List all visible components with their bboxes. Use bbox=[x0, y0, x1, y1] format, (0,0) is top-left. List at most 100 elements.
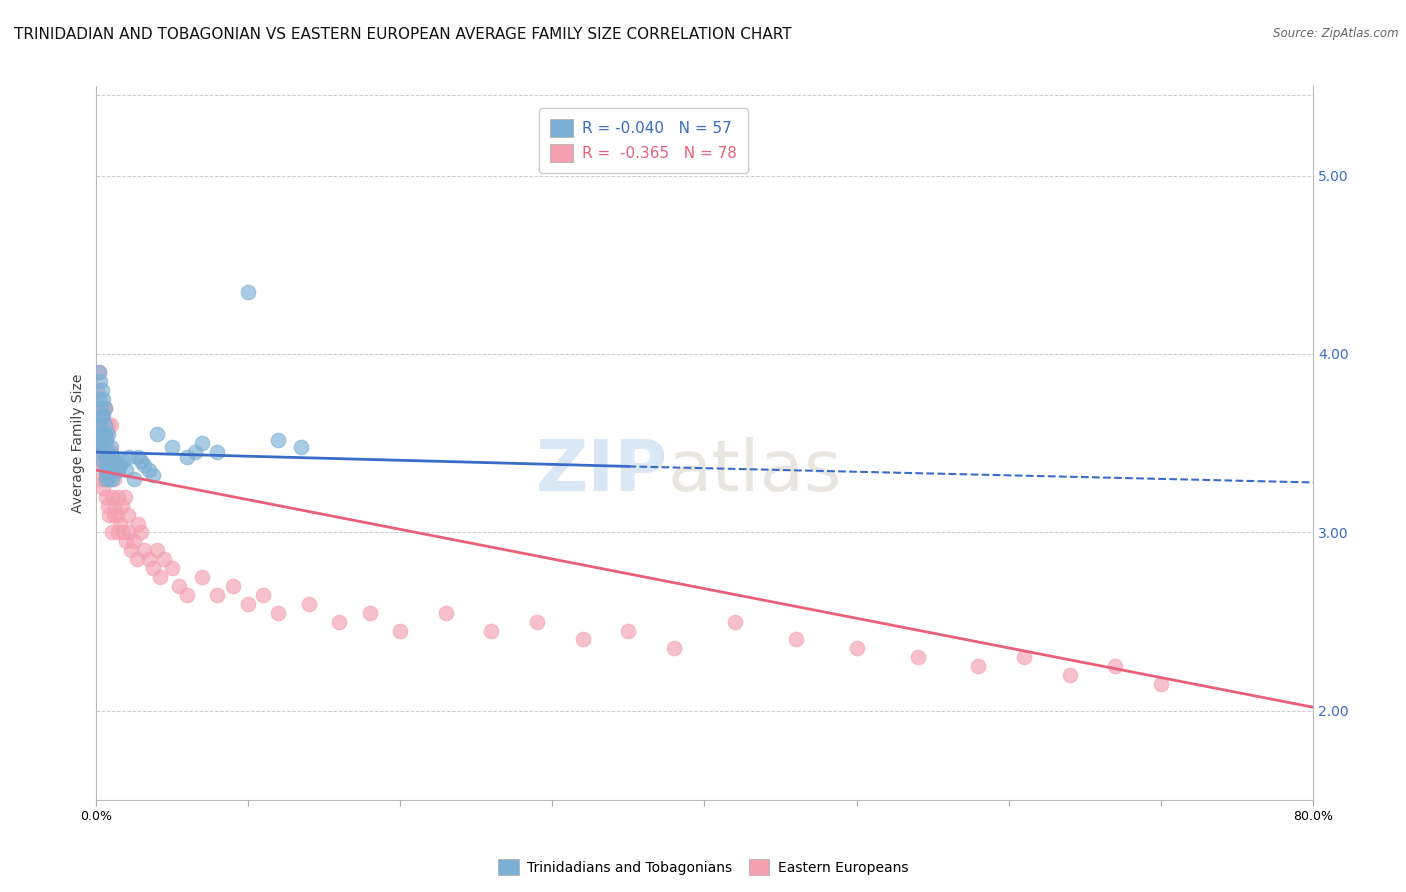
Point bbox=[115, 534, 138, 549]
Point bbox=[617, 624, 640, 638]
Point bbox=[290, 440, 312, 454]
Text: TRINIDADIAN AND TOBAGONIAN VS EASTERN EUROPEAN AVERAGE FAMILY SIZE CORRELATION C: TRINIDADIAN AND TOBAGONIAN VS EASTERN EU… bbox=[14, 27, 792, 42]
Point bbox=[298, 597, 321, 611]
Text: Source: ZipAtlas.com: Source: ZipAtlas.com bbox=[1274, 27, 1399, 40]
Point bbox=[91, 409, 114, 424]
Point bbox=[100, 418, 122, 433]
Point bbox=[138, 552, 160, 566]
Point bbox=[1012, 650, 1035, 665]
Point bbox=[94, 427, 117, 442]
Point bbox=[134, 543, 156, 558]
Point bbox=[328, 615, 350, 629]
Point bbox=[101, 525, 124, 540]
Point bbox=[785, 632, 807, 647]
Point bbox=[89, 454, 111, 468]
Point bbox=[91, 445, 114, 459]
Point bbox=[127, 450, 149, 465]
Point bbox=[91, 454, 114, 468]
Point bbox=[127, 516, 149, 531]
Point bbox=[131, 454, 153, 468]
Point bbox=[103, 472, 125, 486]
Point bbox=[107, 490, 129, 504]
Point bbox=[724, 615, 747, 629]
Point bbox=[108, 458, 131, 472]
Point bbox=[134, 458, 156, 472]
Point bbox=[115, 463, 138, 477]
Point bbox=[142, 468, 165, 483]
Point bbox=[98, 508, 121, 522]
Point bbox=[96, 454, 118, 468]
Point bbox=[90, 383, 112, 397]
Point bbox=[118, 450, 141, 465]
Point bbox=[94, 418, 117, 433]
Point bbox=[91, 418, 114, 433]
Point bbox=[138, 463, 160, 477]
Point bbox=[89, 418, 111, 433]
Point bbox=[90, 445, 112, 459]
Point bbox=[94, 436, 117, 450]
Point bbox=[101, 490, 124, 504]
Point bbox=[112, 525, 135, 540]
Point bbox=[359, 606, 381, 620]
Point bbox=[97, 445, 120, 459]
Point bbox=[96, 490, 118, 504]
Point bbox=[96, 472, 118, 486]
Point bbox=[100, 440, 122, 454]
Point bbox=[87, 365, 110, 379]
Point bbox=[104, 499, 127, 513]
Point bbox=[153, 552, 176, 566]
Point bbox=[90, 409, 112, 424]
Point bbox=[98, 472, 121, 486]
Point bbox=[1104, 659, 1126, 673]
Point bbox=[481, 624, 503, 638]
Legend: Trinidadians and Tobagonians, Eastern Europeans: Trinidadians and Tobagonians, Eastern Eu… bbox=[492, 854, 914, 880]
Point bbox=[207, 445, 229, 459]
Point bbox=[112, 454, 135, 468]
Point bbox=[91, 427, 114, 442]
Point bbox=[98, 450, 121, 465]
Point bbox=[149, 570, 172, 584]
Point bbox=[221, 579, 243, 593]
Point bbox=[169, 579, 191, 593]
Point bbox=[87, 418, 110, 433]
Text: atlas: atlas bbox=[668, 437, 842, 507]
Point bbox=[176, 588, 198, 602]
Point bbox=[100, 463, 122, 477]
Point bbox=[90, 427, 112, 442]
Point bbox=[101, 472, 124, 486]
Point bbox=[91, 436, 114, 450]
Legend: R = -0.040   N = 57, R =  -0.365   N = 78: R = -0.040 N = 57, R = -0.365 N = 78 bbox=[540, 108, 748, 172]
Point bbox=[87, 392, 110, 406]
Point bbox=[94, 445, 117, 459]
Point bbox=[122, 534, 145, 549]
Point bbox=[183, 445, 205, 459]
Point bbox=[1150, 677, 1173, 691]
Point bbox=[87, 365, 110, 379]
Point bbox=[87, 436, 110, 450]
Point bbox=[122, 472, 145, 486]
Point bbox=[571, 632, 593, 647]
Point bbox=[160, 561, 183, 575]
Point bbox=[97, 454, 120, 468]
Point bbox=[662, 641, 685, 656]
Point bbox=[114, 490, 136, 504]
Point bbox=[107, 525, 129, 540]
Point bbox=[98, 472, 121, 486]
Point bbox=[142, 561, 165, 575]
Point bbox=[118, 525, 141, 540]
Point bbox=[145, 427, 167, 442]
Point bbox=[107, 463, 129, 477]
Point bbox=[845, 641, 868, 656]
Point bbox=[86, 436, 108, 450]
Point bbox=[176, 450, 198, 465]
Point bbox=[96, 427, 118, 442]
Point bbox=[86, 383, 108, 397]
Point bbox=[125, 552, 148, 566]
Point bbox=[103, 463, 125, 477]
Point bbox=[191, 436, 214, 450]
Point bbox=[267, 433, 290, 447]
Point bbox=[94, 401, 117, 415]
Point bbox=[97, 499, 120, 513]
Point bbox=[90, 427, 112, 442]
Point bbox=[91, 481, 114, 495]
